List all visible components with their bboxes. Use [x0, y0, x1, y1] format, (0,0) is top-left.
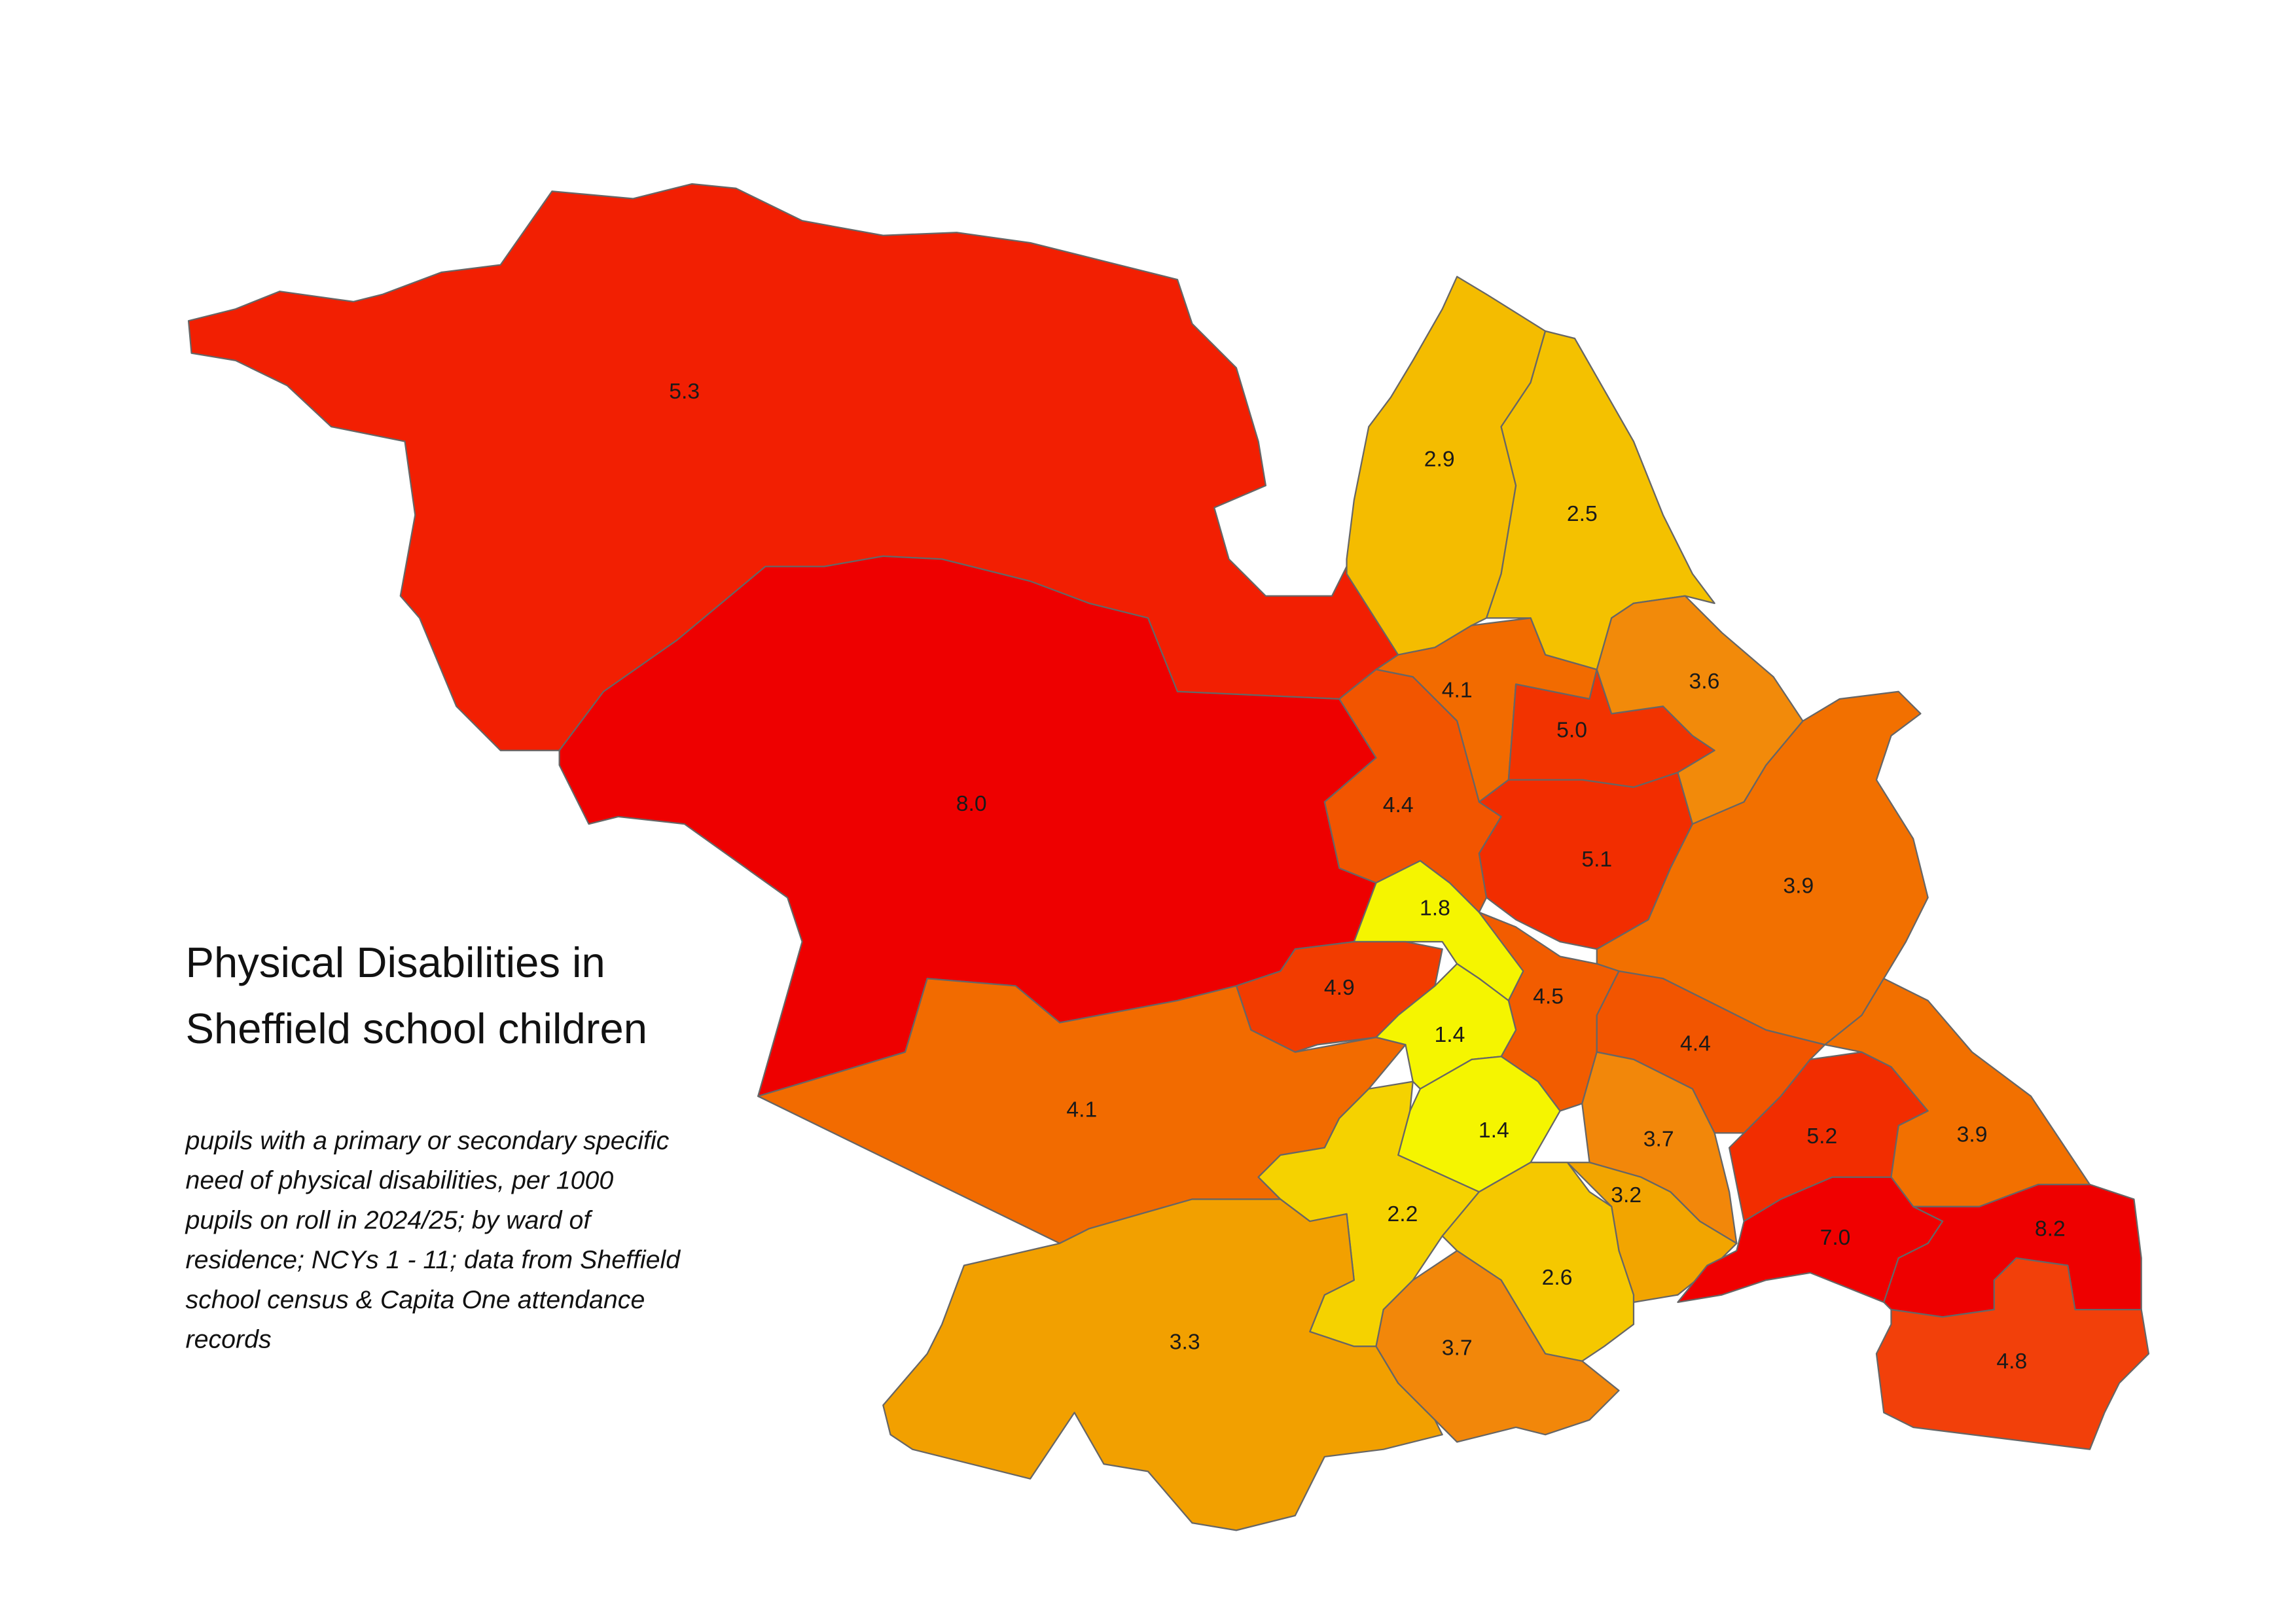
ward-value-label: 2.2 [1388, 1202, 1418, 1226]
subtitle: pupils on roll in 2024/25; by ward of [185, 1205, 594, 1234]
wards [187, 183, 2150, 1531]
ward-value-label: 3.2 [1611, 1183, 1641, 1207]
ward-value-label: 3.9 [1783, 874, 1814, 899]
ward-value-label: 8.2 [2035, 1217, 2066, 1241]
ward-value-label: 3.7 [1643, 1126, 1674, 1151]
ward-value-label: 4.5 [1533, 984, 1564, 1008]
ward-value-label: 4.4 [1680, 1031, 1711, 1056]
ward [1375, 1250, 1620, 1443]
ward-value-label: 2.6 [1542, 1265, 1573, 1290]
ward-value-label: 1.4 [1434, 1022, 1465, 1047]
ward-value-label: 1.8 [1420, 895, 1450, 920]
ward-value-label: 3.3 [1170, 1330, 1200, 1355]
ward [882, 1198, 1443, 1531]
title: Sheffield school children [186, 1005, 647, 1052]
subtitle: residence; NCYs 1 - 11; data from Sheffi… [186, 1245, 681, 1274]
ward-value-label: 4.1 [1066, 1097, 1097, 1122]
ward-value-label: 1.4 [1479, 1118, 1509, 1143]
ward [1596, 690, 1929, 1046]
subtitle: school census & Capita One attendance [186, 1285, 645, 1314]
subtitle: pupils with a primary or secondary speci… [185, 1126, 670, 1155]
ward-value-label: 3.9 [1957, 1122, 1988, 1147]
ward-value-label: 5.3 [669, 379, 700, 404]
ward-value-label: 4.1 [1442, 678, 1473, 703]
ward-value-label: 2.9 [1424, 447, 1455, 472]
ward-value-label: 2.5 [1567, 501, 1598, 526]
ward-value-label: 5.1 [1581, 847, 1612, 872]
ward [1875, 1257, 2150, 1450]
subtitle: records [186, 1325, 272, 1354]
ward [1323, 668, 1502, 914]
ward-value-label: 5.2 [1806, 1124, 1837, 1149]
ward-value-label: 3.7 [1442, 1336, 1473, 1361]
ward-value-label: 8.0 [956, 791, 987, 816]
subtitle: need of physical disabilities, per 1000 [186, 1166, 614, 1195]
ward-labels: 5.3 8.0 2.9 2.5 4.1 5.0 3.6 4.4 5.1 3.9 1.8 4.9 4.5 1… [669, 379, 2065, 1374]
ward-value-label: 3.6 [1689, 669, 1719, 694]
ward-value-label: 4.9 [1324, 975, 1355, 1000]
ward-value-label: 4.8 [1996, 1349, 2027, 1374]
ward-value-label: 5.0 [1556, 717, 1587, 742]
ward-value-label: 4.4 [1383, 793, 1414, 817]
title: Physical Disabilities in [186, 938, 605, 986]
ward-value-label: 7.0 [1820, 1225, 1851, 1250]
